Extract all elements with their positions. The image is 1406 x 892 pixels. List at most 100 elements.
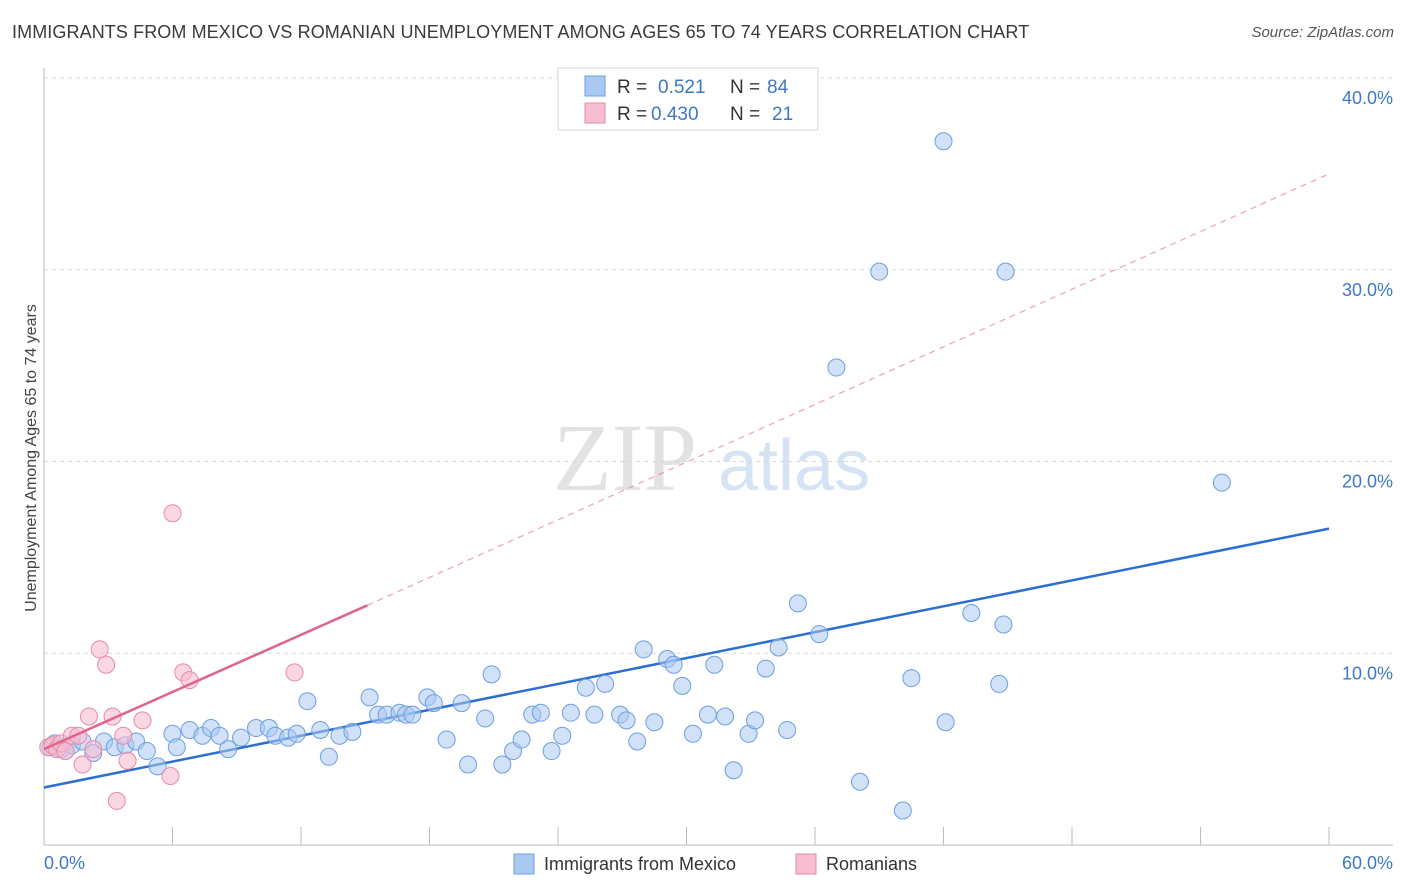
point-mexico-44 bbox=[493, 755, 512, 774]
point-mexico-42 bbox=[476, 709, 495, 728]
point-mexico-85 bbox=[994, 615, 1013, 634]
point-mexico-74 bbox=[810, 625, 829, 644]
point-mexico-38 bbox=[424, 694, 443, 713]
point-mexico-75 bbox=[827, 358, 846, 377]
legend-row-romanians: R = 0.430 N = 21 bbox=[584, 102, 793, 125]
point-mexico-25 bbox=[287, 724, 306, 743]
point-mexico-80 bbox=[934, 132, 953, 151]
point-mexico-26 bbox=[298, 692, 317, 711]
legend-r-value-mexico: 0.521 bbox=[658, 77, 706, 98]
point-mexico-49 bbox=[542, 742, 561, 761]
grid-lines bbox=[44, 77, 1393, 654]
point-mexico-76 bbox=[850, 772, 869, 791]
point-mexico-83 bbox=[990, 674, 1009, 693]
y-axis-label: Unemployment Among Ages 65 to 74 years bbox=[23, 304, 40, 612]
point-mexico-64 bbox=[698, 705, 717, 724]
bottom-legend-swatch-romanians bbox=[795, 853, 817, 875]
point-mexico-12 bbox=[148, 757, 167, 776]
bottom-legend: Immigrants from Mexico Romanians bbox=[513, 853, 917, 875]
y-tick-label-0: 10.0% bbox=[1342, 663, 1393, 683]
legend-r-label-mexico: R = bbox=[617, 77, 647, 98]
point-mexico-81 bbox=[936, 713, 955, 732]
trend-line-mexico bbox=[43, 527, 1330, 789]
y-tick-labels: 10.0% 20.0% 30.0% 40.0% bbox=[1342, 88, 1393, 683]
legend-swatch-mexico bbox=[584, 75, 606, 97]
x-tick-label-max: 60.0% bbox=[1342, 853, 1393, 873]
point-mexico-52 bbox=[576, 678, 595, 697]
legend-n-value-mexico: 84 bbox=[767, 77, 789, 98]
source-credit: Source: ZipAtlas.com bbox=[1251, 24, 1394, 41]
point-mexico-58 bbox=[634, 640, 653, 659]
legend-r-value-romanians: 0.430 bbox=[651, 104, 699, 125]
point-romanians-13 bbox=[107, 791, 126, 810]
point-mexico-86 bbox=[1212, 473, 1231, 492]
point-romanians-7 bbox=[73, 755, 92, 774]
point-mexico-30 bbox=[343, 722, 362, 741]
point-romanians-4 bbox=[56, 742, 75, 761]
point-mexico-51 bbox=[561, 703, 580, 722]
point-mexico-40 bbox=[452, 694, 471, 713]
point-mexico-41 bbox=[459, 755, 478, 774]
point-romanians-9 bbox=[84, 740, 103, 759]
point-mexico-27 bbox=[311, 720, 330, 739]
bottom-legend-label-romanians: Romanians bbox=[826, 854, 917, 874]
y-tick-label-1: 20.0% bbox=[1342, 472, 1393, 492]
point-mexico-82 bbox=[962, 603, 981, 622]
chart-title: IMMIGRANTS FROM MEXICO VS ROMANIAN UNEMP… bbox=[12, 22, 1030, 42]
bottom-legend-label-mexico: Immigrants from Mexico bbox=[544, 854, 736, 874]
point-mexico-67 bbox=[724, 761, 743, 780]
legend-n-label-romanians: N = bbox=[730, 104, 760, 125]
y-tick-label-3: 40.0% bbox=[1342, 88, 1393, 108]
trend-line-romanians bbox=[43, 604, 368, 751]
point-mexico-65 bbox=[705, 655, 724, 674]
legend-r-label-romanians: R = bbox=[617, 104, 647, 125]
point-mexico-46 bbox=[512, 730, 531, 749]
point-mexico-79 bbox=[902, 669, 921, 688]
legend-swatch-romanians bbox=[584, 102, 606, 124]
axes bbox=[43, 68, 1393, 846]
legend-row-mexico: R = 0.521 N = 84 bbox=[584, 75, 789, 98]
point-mexico-43 bbox=[482, 665, 501, 684]
point-mexico-70 bbox=[756, 659, 775, 678]
point-mexico-20 bbox=[232, 728, 251, 747]
data-points bbox=[39, 132, 1231, 820]
point-mexico-18 bbox=[210, 726, 229, 745]
point-mexico-31 bbox=[360, 688, 379, 707]
trend-line-romanians-extended bbox=[367, 173, 1330, 606]
point-romanians-18 bbox=[163, 504, 182, 523]
point-mexico-62 bbox=[673, 676, 692, 695]
bottom-legend-swatch-mexico bbox=[513, 853, 535, 875]
point-mexico-50 bbox=[553, 726, 572, 745]
point-mexico-57 bbox=[628, 732, 647, 751]
point-mexico-63 bbox=[683, 724, 702, 743]
point-mexico-14 bbox=[167, 738, 186, 757]
point-romanians-15 bbox=[118, 751, 137, 770]
point-mexico-77 bbox=[870, 262, 889, 281]
point-mexico-19 bbox=[219, 740, 238, 759]
legend-n-value-romanians: 21 bbox=[772, 104, 793, 125]
point-mexico-59 bbox=[645, 713, 664, 732]
point-mexico-28 bbox=[319, 747, 338, 766]
watermark-atlas: atlas bbox=[718, 426, 870, 506]
point-mexico-72 bbox=[778, 720, 797, 739]
point-mexico-61 bbox=[664, 655, 683, 674]
point-mexico-73 bbox=[788, 594, 807, 613]
legend: R = 0.521 N = 84 R = 0.430 N = 21 bbox=[557, 67, 819, 131]
point-mexico-78 bbox=[893, 801, 912, 820]
point-mexico-11 bbox=[137, 742, 156, 761]
y-tick-label-2: 30.0% bbox=[1342, 280, 1393, 300]
point-romanians-10 bbox=[90, 640, 109, 659]
point-mexico-48 bbox=[531, 703, 550, 722]
point-mexico-56 bbox=[617, 711, 636, 730]
point-mexico-54 bbox=[596, 674, 615, 693]
point-romanians-17 bbox=[161, 766, 180, 785]
point-mexico-69 bbox=[746, 711, 765, 730]
point-mexico-71 bbox=[769, 638, 788, 657]
point-romanians-16 bbox=[133, 711, 152, 730]
point-mexico-53 bbox=[585, 705, 604, 724]
point-romanians-14 bbox=[114, 726, 133, 745]
point-mexico-66 bbox=[716, 707, 735, 726]
point-mexico-36 bbox=[403, 705, 422, 724]
trend-lines bbox=[43, 173, 1330, 789]
